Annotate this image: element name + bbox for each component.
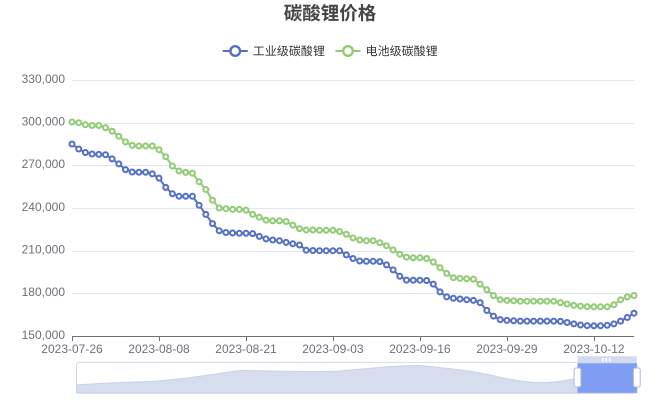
svg-text:2023-09-03: 2023-09-03 [302,342,364,356]
svg-text:270,000: 270,000 [22,157,66,171]
svg-text:300,000: 300,000 [22,115,66,129]
svg-text:2023-09-16: 2023-09-16 [389,342,451,356]
svg-text:2023-07-26: 2023-07-26 [41,342,103,356]
svg-text:330,000: 330,000 [22,72,66,86]
svg-text:2023-09-29: 2023-09-29 [476,342,538,356]
svg-text:2023-10-12: 2023-10-12 [563,342,625,356]
svg-text:240,000: 240,000 [22,200,66,214]
svg-text:210,000: 210,000 [22,243,66,257]
svg-text:2023-08-21: 2023-08-21 [215,342,277,356]
svg-text:180,000: 180,000 [22,285,66,299]
svg-text:2023-08-08: 2023-08-08 [128,342,190,356]
svg-text:150,000: 150,000 [22,328,66,342]
